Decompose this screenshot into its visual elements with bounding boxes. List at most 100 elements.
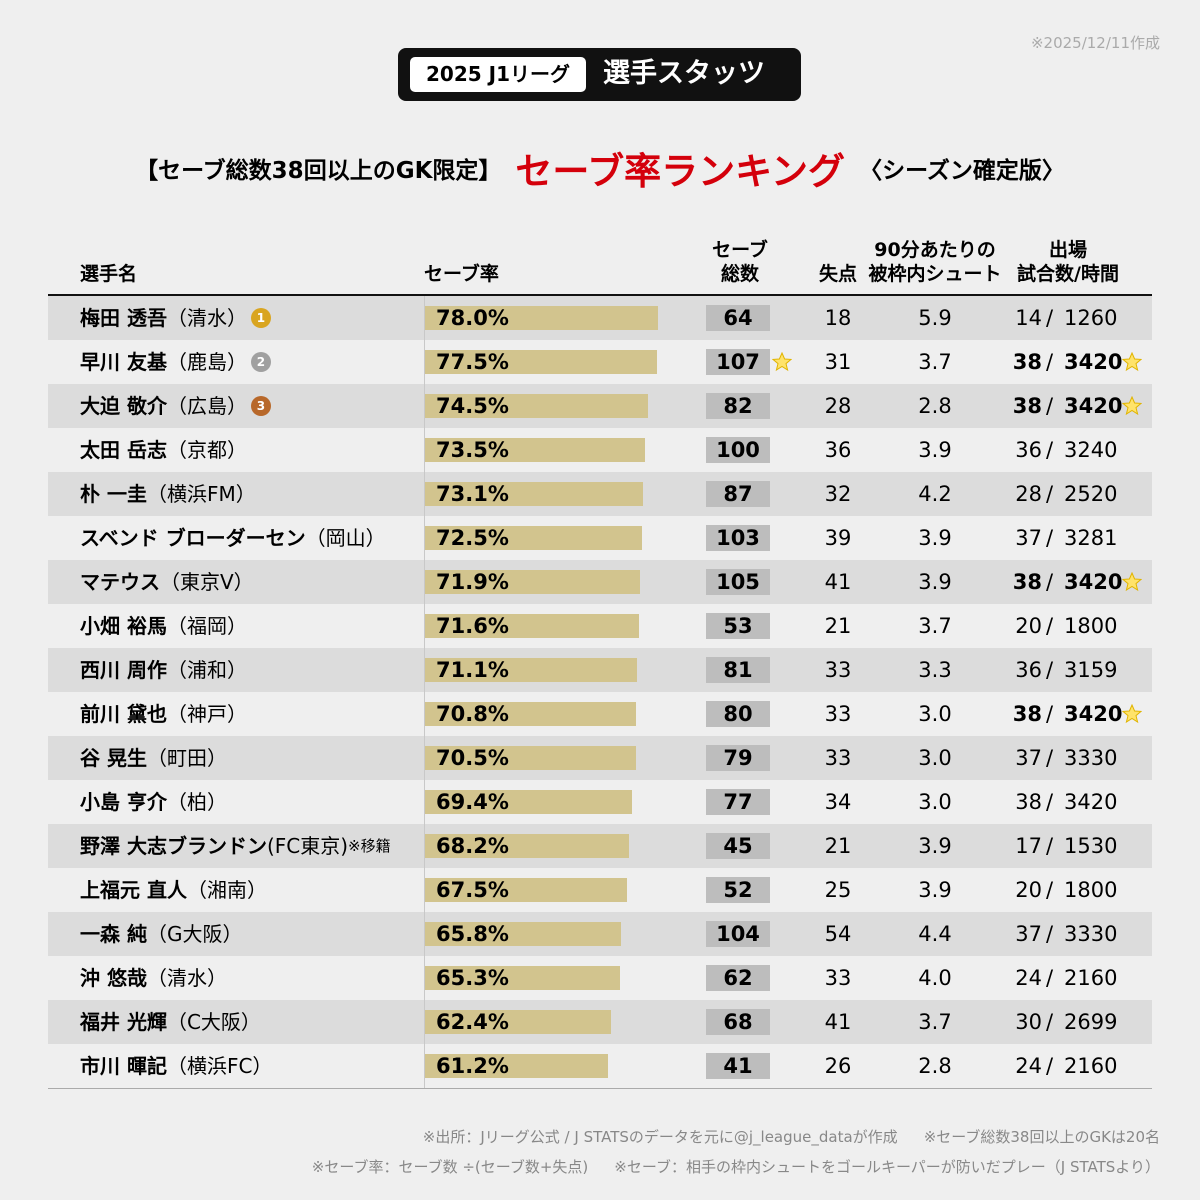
saves: 64: [706, 305, 770, 331]
save-rate: 74.5%: [436, 394, 509, 418]
save-rate-bar: [424, 878, 627, 902]
saves: 107: [706, 349, 770, 375]
star-icon: [771, 351, 793, 372]
apps: 14: [1015, 306, 1042, 330]
saves: 81: [706, 657, 770, 683]
col-header: 総数: [720, 263, 759, 285]
col-header: 失点: [818, 263, 857, 285]
save-rate: 70.8%: [436, 702, 509, 726]
save-rate: 65.8%: [436, 922, 509, 946]
player-team: （柏）: [166, 790, 227, 814]
subtitle: 【セーブ総数38回以上のGK限定】 セーブ率ランキング 〈シーズン確定版〉: [0, 140, 1200, 196]
player-name: 上福元 直人: [80, 878, 187, 902]
minutes: 1800: [1064, 878, 1118, 902]
player-name: 太田 岳志: [80, 438, 167, 462]
goals: 39: [824, 526, 852, 550]
star: [771, 351, 793, 372]
player: 沖 悠哉 （清水）: [80, 956, 227, 1000]
col-header: セーブ率: [424, 263, 499, 285]
separator: /: [1046, 834, 1054, 858]
shots: 3.7: [918, 1010, 952, 1034]
apps: 37: [1015, 922, 1042, 946]
saves: 82: [706, 393, 770, 419]
player-name: スベンド ブローダーセン: [80, 526, 306, 550]
apps: 38: [1012, 570, 1042, 594]
footnote: ※セーブ：相手の枠内シュートをゴールキーパーが防いだプレー（J STATSより）: [614, 1158, 1160, 1176]
player-team: （C大阪）: [166, 1010, 261, 1034]
star: [1121, 351, 1143, 372]
player-name: 朴 一圭: [80, 482, 147, 506]
player-name: 小畑 裕馬: [80, 614, 167, 638]
separator: /: [1046, 438, 1054, 462]
player-name: 沖 悠哉: [80, 966, 147, 990]
footnote-line: ※セーブ率：セーブ数 ÷(セーブ数+失点) ※セーブ：相手の枠内シュートをゴールキ…: [312, 1156, 1160, 1177]
shots: 3.9: [918, 526, 952, 550]
save-rate: 73.5%: [436, 438, 509, 462]
separator: /: [1046, 658, 1054, 682]
goals: 41: [824, 1010, 852, 1034]
saves: 105: [706, 569, 770, 595]
star-icon: [1121, 395, 1143, 416]
separator: /: [1046, 526, 1054, 550]
player-name: 前川 黛也: [80, 702, 167, 726]
player-team: （東京V）: [160, 570, 254, 594]
player: マテウス （東京V）: [80, 560, 254, 604]
apps: 17: [1015, 834, 1042, 858]
minutes: 1260: [1064, 306, 1118, 330]
star-icon: [1121, 571, 1143, 592]
date: ※2025/12/11作成: [1030, 34, 1160, 52]
save-rate: 69.4%: [436, 790, 509, 814]
separator: /: [1046, 1054, 1054, 1078]
saves: 77: [706, 789, 770, 815]
apps: 30: [1015, 1010, 1042, 1034]
shots: 3.7: [918, 350, 952, 374]
save-rate-bar: [424, 570, 640, 594]
save-rate-bar: [424, 1054, 608, 1078]
goals: 36: [824, 438, 852, 462]
goals: 31: [824, 350, 852, 374]
footnote: ※出所：Jリーグ公式 / J STATSのデータを元に@j_league_dat…: [422, 1128, 898, 1146]
player-team: （清水）: [146, 966, 227, 990]
header-title: 選手スタッツ: [603, 58, 765, 89]
separator: /: [1046, 1010, 1054, 1034]
player: 早川 友基 （鹿島） 2: [80, 340, 271, 384]
medal: 1: [250, 308, 271, 328]
saves: 41: [706, 1053, 770, 1079]
shots: 4.0: [918, 966, 952, 990]
shots: 5.9: [918, 306, 952, 330]
player-team: （浦和）: [166, 658, 247, 682]
saves: 45: [706, 833, 770, 859]
separator: /: [1046, 306, 1054, 330]
saves: 80: [706, 701, 770, 727]
separator: /: [1046, 614, 1054, 638]
save-rate: 73.1%: [436, 482, 509, 506]
saves: 62: [706, 965, 770, 991]
save-rate: 62.4%: [436, 1010, 509, 1034]
shots: 2.8: [918, 394, 952, 418]
saves: 104: [706, 921, 770, 947]
separator: /: [1046, 482, 1054, 506]
saves: 68: [706, 1009, 770, 1035]
save-rate: 65.3%: [436, 966, 509, 990]
player-team: （湘南）: [186, 878, 267, 902]
goals: 25: [824, 878, 852, 902]
col-header: 出場: [1048, 239, 1087, 261]
player-name: 梅田 透吾: [80, 306, 167, 330]
apps: 24: [1015, 1054, 1042, 1078]
player-name: 小島 亨介: [80, 790, 167, 814]
player-name: 西川 周作: [80, 658, 167, 682]
condition: 【セーブ総数38回以上のGK限定】: [135, 158, 502, 184]
save-rate-bar: [424, 966, 620, 990]
saves: 52: [706, 877, 770, 903]
save-rate: 72.5%: [436, 526, 509, 550]
separator: /: [1046, 702, 1054, 726]
goals: 21: [824, 614, 852, 638]
player-team: （京都）: [166, 438, 247, 462]
minutes: 3281: [1064, 526, 1118, 550]
save-rate: 71.1%: [436, 658, 509, 682]
minutes: 3420: [1064, 702, 1123, 726]
goals: 41: [824, 570, 852, 594]
player-team: （清水）: [166, 306, 247, 330]
shots: 4.2: [918, 482, 952, 506]
